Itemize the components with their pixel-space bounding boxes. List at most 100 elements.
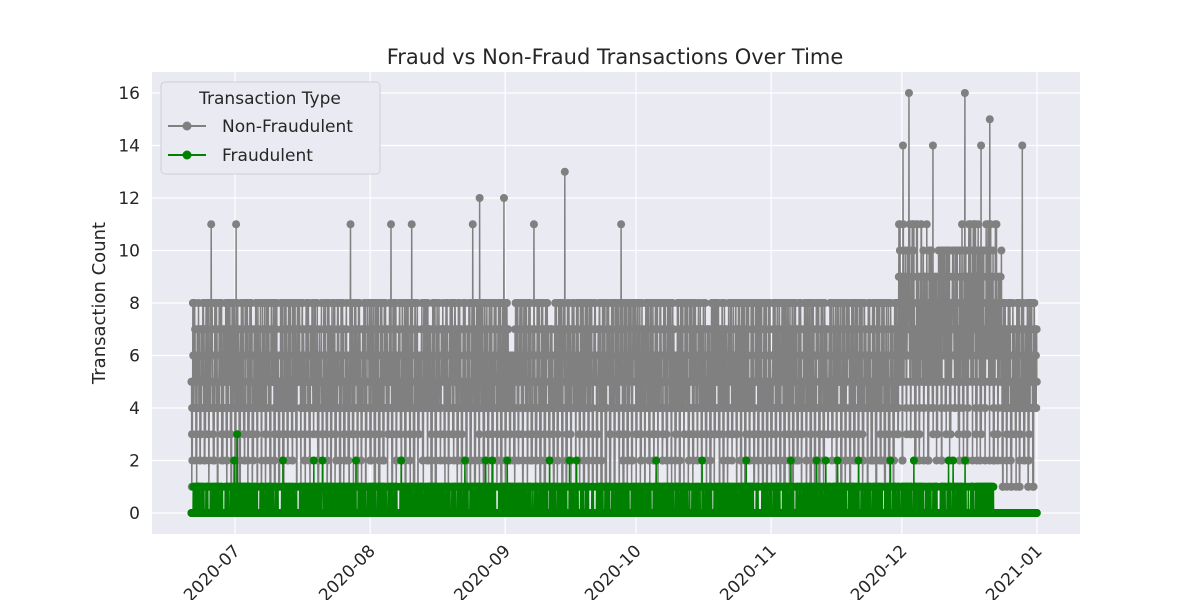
non-fraudulent-point xyxy=(787,351,796,360)
non-fraudulent-point xyxy=(992,220,1001,229)
non-fraudulent-point xyxy=(637,430,646,439)
fraudulent-point xyxy=(230,456,239,465)
non-fraudulent-point xyxy=(1015,482,1024,491)
non-fraudulent-point xyxy=(853,325,862,334)
non-fraudulent-point xyxy=(617,220,626,229)
non-fraudulent-point xyxy=(997,246,1006,255)
non-fraudulent-point xyxy=(606,430,615,439)
non-fraudulent-point xyxy=(1018,141,1027,150)
non-fraudulent-point xyxy=(346,220,355,229)
non-fraudulent-point xyxy=(367,456,376,465)
non-fraudulent-point xyxy=(387,220,395,229)
non-fraudulent-point xyxy=(996,272,1005,281)
non-fraudulent-point xyxy=(458,430,467,439)
non-fraudulent-point xyxy=(1029,482,1038,491)
non-fraudulent-point xyxy=(929,404,938,412)
non-fraudulent-point xyxy=(993,430,1002,439)
non-fraudulent-point xyxy=(1032,377,1041,386)
non-fraudulent-point xyxy=(1030,299,1039,307)
non-fraudulent-point xyxy=(772,430,781,439)
non-fraudulent-point xyxy=(975,272,984,281)
non-fraudulent-point xyxy=(894,404,903,412)
non-fraudulent-point xyxy=(576,430,585,439)
non-fraudulent-point xyxy=(806,430,815,439)
non-fraudulent-point xyxy=(223,456,232,465)
non-fraudulent-point xyxy=(405,456,414,465)
non-fraudulent-point xyxy=(210,456,219,465)
non-fraudulent-point xyxy=(662,430,671,439)
non-fraudulent-point xyxy=(818,351,827,360)
non-fraudulent-point xyxy=(504,325,513,334)
non-fraudulent-point xyxy=(252,430,261,439)
non-fraudulent-point xyxy=(898,141,907,150)
non-fraudulent-point xyxy=(554,456,563,465)
non-fraudulent-point xyxy=(1006,456,1015,465)
non-fraudulent-point xyxy=(560,167,569,176)
non-fraudulent-point xyxy=(963,430,972,439)
non-fraudulent-point xyxy=(288,456,297,465)
non-fraudulent-point xyxy=(566,430,575,439)
non-fraudulent-point xyxy=(1024,456,1033,465)
non-fraudulent-point xyxy=(894,430,903,439)
non-fraudulent-point xyxy=(270,456,279,465)
non-fraudulent-point xyxy=(262,430,271,439)
non-fraudulent-point xyxy=(499,194,508,202)
non-fraudulent-point xyxy=(974,220,983,229)
non-fraudulent-point xyxy=(502,299,511,307)
non-fraudulent-point xyxy=(706,456,715,465)
non-fraudulent-point xyxy=(981,404,990,412)
non-fraudulent-point xyxy=(414,430,423,439)
non-fraudulent-point xyxy=(833,430,842,439)
non-fraudulent-point xyxy=(407,220,416,229)
non-fraudulent-point xyxy=(802,456,811,465)
non-fraudulent-point xyxy=(1025,430,1034,439)
non-fraudulent-point xyxy=(344,456,353,465)
non-fraudulent-point xyxy=(675,456,684,465)
non-fraudulent-point xyxy=(226,430,235,439)
non-fraudulent-point xyxy=(960,89,969,97)
non-fraudulent-point xyxy=(1032,325,1041,334)
non-fraudulent-point xyxy=(506,430,515,439)
non-fraudulent-point xyxy=(621,325,630,334)
non-fraudulent-point xyxy=(282,351,291,360)
non-fraudulent-point xyxy=(637,456,646,465)
non-fraudulent-point xyxy=(593,430,602,439)
non-fraudulent-point xyxy=(672,430,681,439)
non-fraudulent-point xyxy=(375,430,384,439)
non-fraudulent-point xyxy=(963,404,972,412)
non-fraudulent-point xyxy=(628,456,637,465)
non-fraudulent-point xyxy=(977,430,986,439)
non-fraudulent-point xyxy=(331,430,340,439)
chart-title: Fraud vs Non-Fraud Transactions Over Tim… xyxy=(387,45,844,69)
non-fraudulent-point xyxy=(928,141,937,150)
non-fraudulent-point xyxy=(733,430,742,439)
non-fraudulent-point xyxy=(728,456,737,465)
non-fraudulent-point xyxy=(597,456,606,465)
non-fraudulent-point xyxy=(379,456,388,465)
non-fraudulent-point xyxy=(858,430,867,439)
non-fraudulent-point xyxy=(249,456,258,465)
non-fraudulent-point xyxy=(985,115,994,124)
non-fraudulent-point xyxy=(553,430,562,439)
non-fraudulent-point xyxy=(232,220,241,229)
non-fraudulent-point xyxy=(915,430,924,439)
series-non-fraudulent xyxy=(187,89,1041,491)
non-fraudulent-point xyxy=(798,430,807,439)
non-fraudulent-point xyxy=(468,220,477,229)
non-fraudulent-point xyxy=(740,351,749,360)
non-fraudulent-point xyxy=(475,194,484,202)
non-fraudulent-point xyxy=(909,246,918,255)
non-fraudulent-point xyxy=(924,456,933,465)
non-fraudulent-point xyxy=(207,220,216,229)
non-fraudulent-point xyxy=(946,430,955,439)
non-fraudulent-point xyxy=(898,456,907,465)
non-fraudulent-point xyxy=(794,456,802,465)
non-fraudulent-point xyxy=(977,141,986,150)
non-fraudulent-point xyxy=(904,89,913,97)
non-fraudulent-point xyxy=(1016,430,1025,439)
non-fraudulent-point xyxy=(623,430,632,439)
fraudulent-point xyxy=(233,430,242,439)
non-fraudulent-point xyxy=(1032,404,1041,412)
non-fraudulent-point xyxy=(1031,351,1040,360)
